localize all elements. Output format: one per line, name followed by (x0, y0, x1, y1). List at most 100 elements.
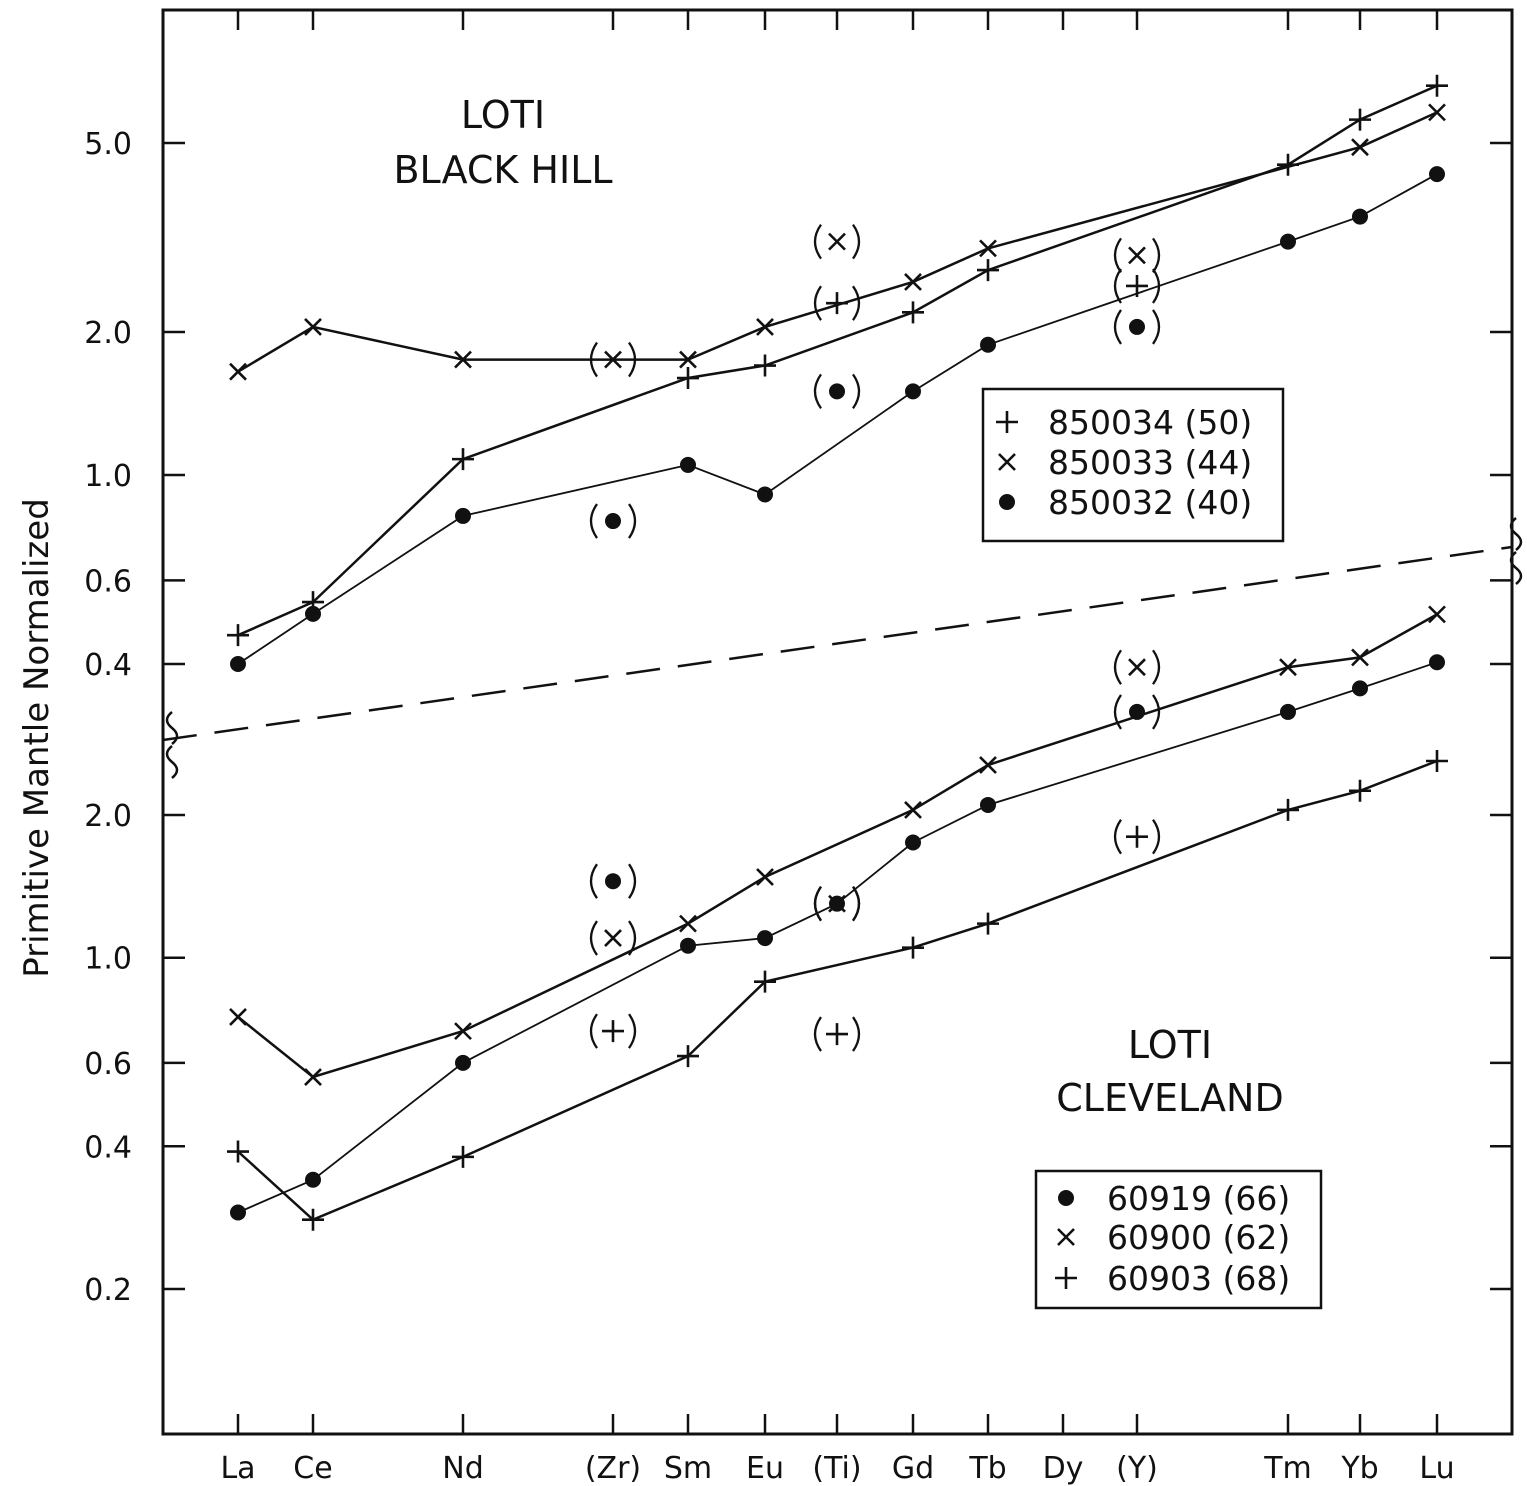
x-tick-label-tm: Tm (1263, 1451, 1312, 1486)
marker-60903-68-ti (826, 1023, 848, 1046)
marker-60900-62-nd (454, 1022, 472, 1041)
y-tick-label-0-0: 0.4 (84, 648, 132, 683)
marker-850032-40-y-parens (1113, 309, 1161, 345)
marker-850033-44-ce (304, 318, 322, 336)
marker-850032-40-y (1129, 318, 1145, 335)
legend-symbol-60903-68 (1055, 1267, 1077, 1289)
legend-label-850032-40: 850032 (40) (1048, 483, 1252, 522)
marker-60919-66-tb (980, 796, 996, 813)
legend-black-hill: 850034 (50)850033 (44)850032 (40) (981, 387, 1285, 543)
marker-850032-40-ti-parens (813, 373, 861, 410)
marker-60903-68-gd (902, 936, 924, 959)
marker-60900-62-ti-parens (813, 886, 861, 922)
marker-850033-44-lu (1428, 103, 1446, 122)
marker-850034-50-yb (1349, 108, 1371, 131)
marker-60903-68-sm (677, 1045, 699, 1068)
marker-850032-40-ti (829, 383, 845, 400)
marker-60919-66-y (1129, 703, 1145, 720)
marker-850034-50-sm (677, 367, 699, 390)
legends: 850034 (50)850033 (44)850032 (40) 60919 (… (981, 387, 1323, 1310)
marker-60919-66-yb (1352, 680, 1368, 697)
legend-symbol-850033-44 (998, 453, 1016, 471)
marker-850033-44-eu (756, 318, 774, 336)
marker-60903-68-zr (602, 1020, 624, 1043)
marker-850034-50-eu (754, 354, 776, 377)
legend-symbol-60919-66 (1058, 1190, 1074, 1206)
marker-60919-66-ce (305, 1171, 321, 1188)
title-cleveland-line-2: CLEVELAND (1056, 1076, 1283, 1120)
y-tick-label-1-0: 0.2 (84, 1273, 132, 1308)
x-tick-label-yb: Yb (1340, 1451, 1378, 1486)
legend-label-850034-50: 850034 (50) (1048, 403, 1252, 442)
marker-60900-62-lu (1428, 605, 1446, 624)
marker-850033-44-zr-parens (589, 341, 637, 378)
series-markers (227, 74, 1448, 1231)
series-line-60919-66 (237, 661, 1438, 1214)
marker-850032-40-nd (455, 507, 471, 524)
marker-850032-40-gd (905, 383, 921, 400)
y-tick-label-1-3: 1.0 (84, 942, 132, 977)
marker-60903-68-eu (754, 970, 776, 993)
x-tick-label-sm: Sm (664, 1451, 712, 1486)
marker-60903-68-ti-parens (813, 1016, 861, 1052)
marker-850032-40-la (230, 656, 246, 673)
marker-60900-62-tb (979, 756, 997, 774)
marker-850032-40-sm (680, 456, 696, 473)
marker-60900-62-zr-parens (589, 920, 637, 956)
y-tick-label-1-1: 0.4 (84, 1130, 132, 1165)
marker-850032-40-ce (305, 605, 321, 622)
marker-850032-40-yb (1352, 208, 1368, 225)
marker-850033-44-y (1128, 246, 1146, 265)
marker-60900-62-tm (1279, 658, 1297, 677)
title-black-hill-line-1: LOTI (461, 93, 545, 137)
panel-separator-dashed-line (162, 545, 1513, 742)
series-lines (237, 84, 1438, 1222)
marker-850034-50-lu (1426, 74, 1448, 97)
y-tick-label-0-4: 5.0 (84, 127, 132, 162)
axis-ticks: La Ce Nd (Zr) Sm Eu (Ti) Gd Tb Dy (Y) Tm Yb Lu 0.4 0.6 1… (84, 10, 1512, 1486)
marker-60919-66-zr (605, 873, 621, 890)
marker-60903-68-y-parens (1113, 819, 1161, 855)
marker-60919-66-gd (905, 834, 921, 851)
y-tick-label-0-2: 1.0 (84, 459, 132, 494)
marker-60900-62-sm (679, 914, 697, 933)
marker-60919-66-y-parens (1113, 694, 1161, 730)
series-line-60903-68 (237, 759, 1438, 1222)
marker-850033-44-sm (679, 350, 697, 369)
marker-60900-62-gd (904, 800, 922, 819)
legend-symbol-850032-40 (999, 494, 1015, 510)
marker-60900-62-yb (1351, 648, 1369, 667)
marker-60900-62-ce (304, 1068, 322, 1086)
marker-60919-66-lu (1429, 654, 1445, 671)
y-axis-label: Primitive Mantle Normalized (17, 498, 57, 978)
x-tick-label-nd: Nd (442, 1451, 483, 1486)
marker-850032-40-eu (757, 486, 773, 503)
marker-60903-68-yb (1349, 779, 1371, 802)
marker-60900-62-ti (828, 894, 846, 913)
marker-850033-44-gd (904, 272, 922, 291)
marker-850034-50-y (1126, 274, 1148, 297)
marker-850034-50-ti-parens (813, 285, 861, 321)
x-tick-label-zr: (Zr) (585, 1451, 641, 1486)
marker-60900-62-y-parens (1113, 649, 1161, 685)
marker-60900-62-eu (756, 868, 774, 886)
marker-60919-66-tm (1280, 703, 1296, 720)
title-black-hill-line-2: BLACK HILL (393, 148, 612, 192)
marker-850032-40-tm (1280, 233, 1296, 250)
axis-break-left (165, 711, 179, 779)
marker-850034-50-la (227, 624, 249, 647)
marker-850033-44-la (229, 362, 247, 381)
marker-60903-68-tm (1277, 798, 1299, 821)
x-tick-label-ti: (Ti) (812, 1451, 861, 1486)
marker-60903-68-ce (302, 1208, 324, 1231)
marker-60903-68-la (227, 1140, 249, 1163)
marker-850032-40-tb (980, 336, 996, 353)
marker-60903-68-tb (977, 912, 999, 935)
marker-850034-50-nd (452, 448, 474, 471)
marker-850032-40-zr-parens (589, 503, 637, 539)
marker-60903-68-lu (1426, 749, 1448, 772)
marker-60919-66-la (230, 1204, 246, 1221)
marker-850033-44-tb (979, 239, 997, 258)
marker-850033-44-yb (1351, 138, 1369, 157)
legend-label-60900-62: 60900 (62) (1107, 1218, 1290, 1257)
